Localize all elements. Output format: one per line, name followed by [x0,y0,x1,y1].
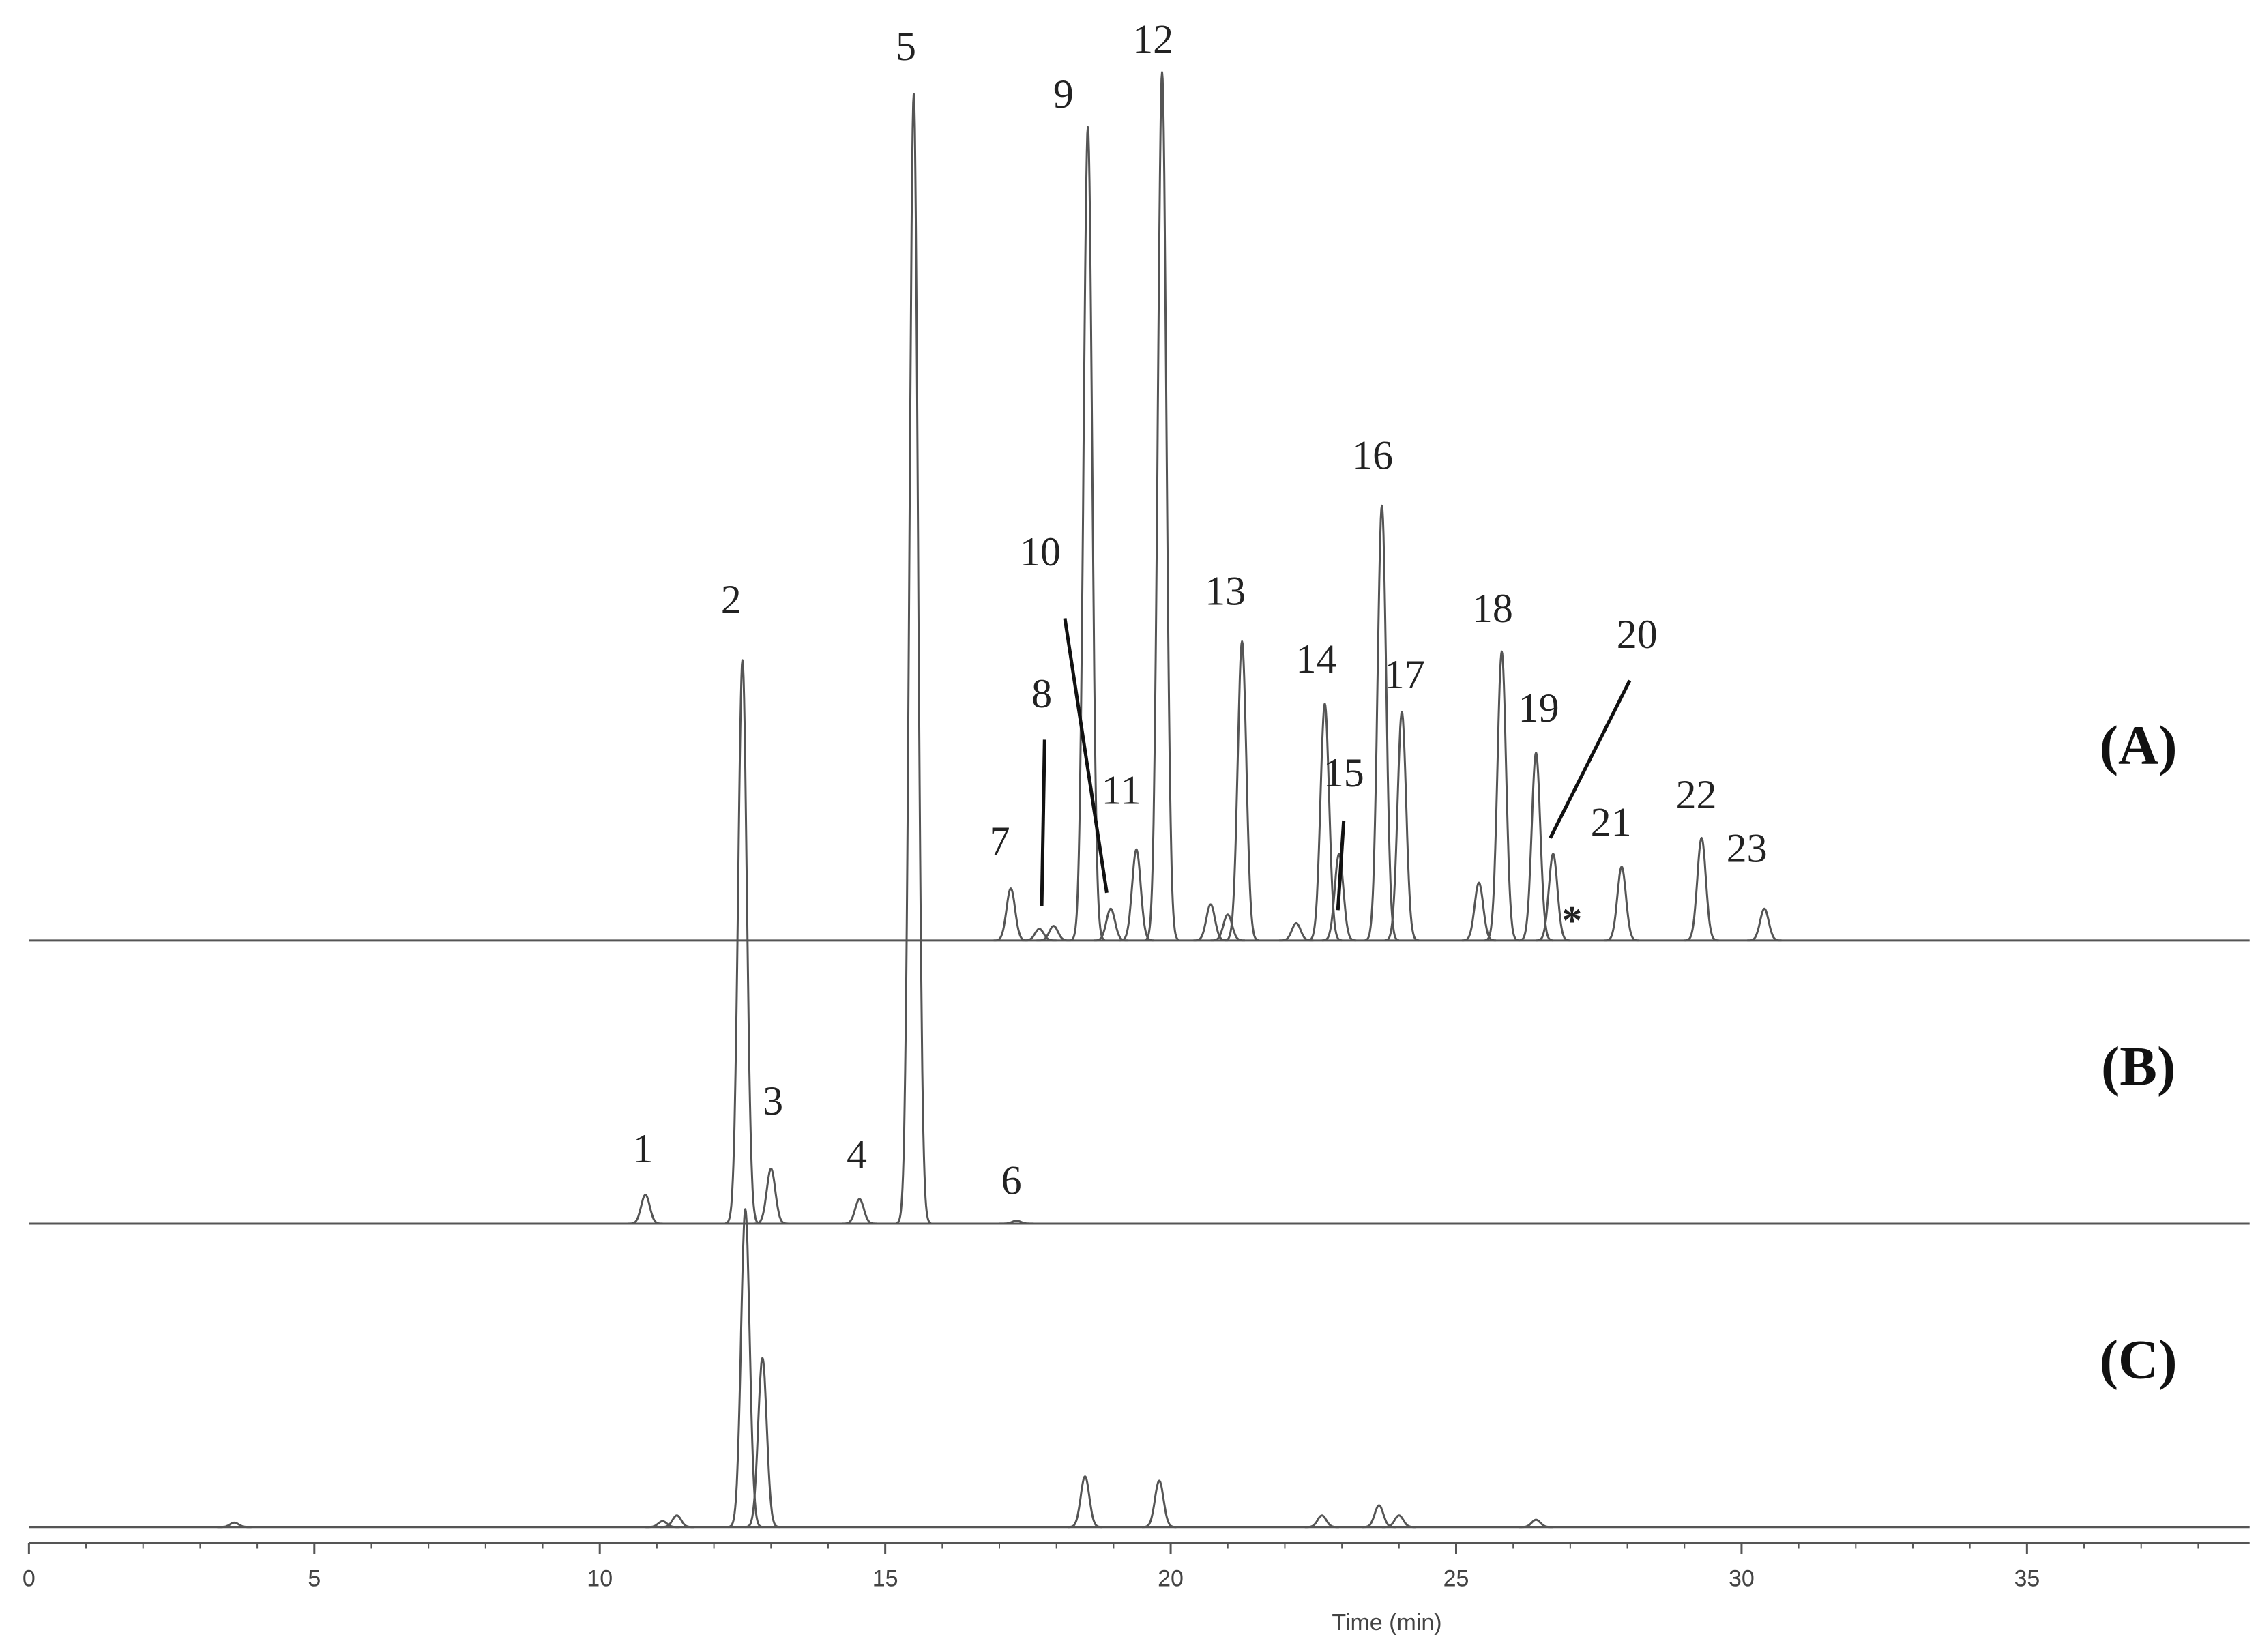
peak [216,1521,252,1529]
peak-label: 11 [1102,768,1141,813]
x-tick-label: 25 [1443,1566,1469,1592]
leader-line [1549,679,1632,839]
peak [1461,881,1497,942]
x-tick-label: 35 [2014,1566,2040,1592]
peak [1067,1475,1103,1529]
peak-label: 18 [1472,586,1513,631]
peak-label: 4 [847,1132,867,1177]
peak [1518,1518,1554,1529]
leader-line [1063,618,1109,894]
x-tick-label: 30 [1729,1566,1755,1592]
x-tick-label: 5 [308,1566,321,1592]
peak-label: 7 [990,818,1010,864]
peak [1192,903,1229,942]
peak [1224,640,1260,942]
peak [1036,925,1072,942]
peak [1119,848,1154,942]
peak [724,659,761,1225]
peak [842,1198,877,1225]
peak [1307,703,1343,942]
peak [1021,928,1057,942]
peak [1684,836,1720,942]
peak [1321,853,1357,942]
peak [896,93,932,1224]
peak [1518,752,1554,942]
peak-label: 5 [896,24,916,69]
peak [1070,126,1106,941]
annotation: * [1561,898,1582,943]
peak-label: 6 [1001,1158,1022,1203]
x-axis-title: Time (min) [1332,1610,1441,1636]
peak [727,1208,763,1529]
peak [1278,921,1314,942]
peak-label: 10 [1020,529,1061,574]
peak [999,1220,1034,1225]
peak [1144,71,1180,941]
peak [744,1357,780,1529]
peak [1535,853,1571,942]
trace-label: (A) [2100,714,2178,776]
peak [628,1194,663,1225]
peak-label: 23 [1727,825,1768,870]
peak-label: 3 [763,1078,783,1123]
peak-label: 2 [721,577,742,622]
peak-label: 13 [1205,568,1246,613]
peak-label: 9 [1053,72,1074,117]
peak [1209,913,1246,942]
peak-label: 22 [1676,772,1717,817]
x-tick-label: 20 [1158,1566,1184,1592]
peak [645,1520,681,1529]
peak-label: 12 [1132,16,1173,61]
peak [1141,1479,1177,1529]
x-tick-label: 15 [873,1566,898,1592]
trace-label: (C) [2100,1328,2178,1390]
peak-label: 20 [1617,612,1658,657]
peak [1384,711,1420,942]
peak [1364,504,1400,942]
leader-line [1040,739,1046,906]
peak-label: 8 [1031,671,1052,716]
peak-label: 1 [633,1126,654,1171]
trace-label: (B) [2101,1035,2175,1097]
peak [753,1168,789,1225]
leader-line [1336,820,1346,911]
peak-label: 21 [1591,799,1632,844]
peak-label: 16 [1352,432,1393,477]
peak-label: 19 [1519,685,1559,731]
peak [659,1514,694,1529]
peak-label: 14 [1295,636,1336,681]
peak [1746,907,1783,942]
x-tick-label: 10 [587,1566,613,1592]
peak [1484,650,1520,942]
peak [1304,1514,1340,1529]
peak [1604,866,1639,942]
peak [993,887,1029,942]
peak-label: 15 [1323,750,1364,795]
x-tick-label: 0 [23,1566,35,1592]
peak-label: 17 [1384,652,1425,697]
peak [1381,1514,1417,1529]
